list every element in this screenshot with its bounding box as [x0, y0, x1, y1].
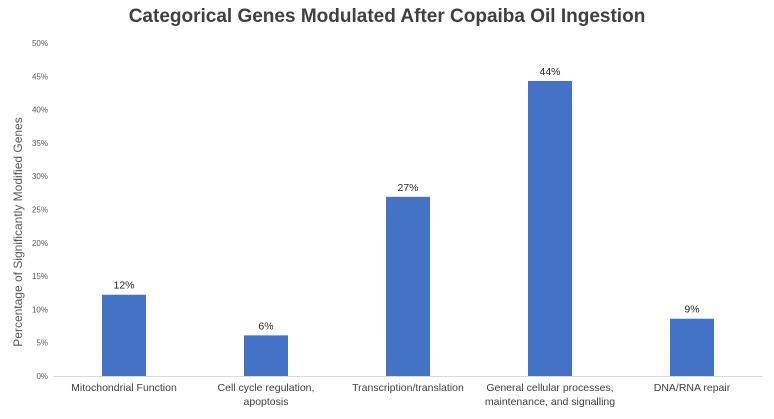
- y-axis-label: Percentage of Significantly Modified Gen…: [11, 117, 25, 346]
- x-tick-label: Cell cycle regulation,: [218, 382, 315, 394]
- bar: [102, 294, 146, 376]
- bar-data-label: 6%: [258, 320, 273, 332]
- x-tick-label: maintenance, and signalling: [485, 396, 615, 408]
- y-tick-label: 0%: [36, 372, 48, 381]
- x-tick-label: Transcription/translation: [352, 382, 464, 394]
- chart-title: Categorical Genes Modulated After Copaib…: [128, 6, 646, 27]
- y-tick-label: 10%: [32, 305, 48, 314]
- bar: [386, 196, 430, 376]
- y-tick-label: 30%: [32, 172, 48, 181]
- y-tick-label: 35%: [32, 139, 48, 148]
- bar-data-label: 44%: [539, 66, 560, 78]
- bar-data-label: 27%: [397, 182, 418, 194]
- y-tick-label: 45%: [32, 72, 48, 81]
- bar: [244, 335, 288, 376]
- y-tick-label: 20%: [32, 239, 48, 248]
- x-tick-label: Mitochondrial Function: [71, 382, 177, 394]
- y-tick-label: 50%: [32, 39, 48, 48]
- bars: 12% 6% 27% 44% 9%: [102, 66, 714, 376]
- y-tick-label: 40%: [32, 106, 48, 115]
- bar: [670, 318, 714, 376]
- y-tick-label: 5%: [36, 339, 48, 348]
- x-tick-label: apoptosis: [244, 396, 289, 408]
- y-tick-label: 25%: [32, 206, 48, 215]
- y-tick-label: 15%: [32, 272, 48, 281]
- bar-data-label: 12%: [113, 280, 134, 292]
- bar: [528, 80, 572, 376]
- x-tick-label: General cellular processes,: [486, 382, 613, 394]
- bar-data-label: 9%: [684, 304, 699, 316]
- x-tick-label: DNA/RNA repair: [654, 382, 731, 394]
- y-axis: 0% 5% 10% 15% 20% 25% 30% 35% 40% 45% 50%: [32, 39, 48, 381]
- x-axis: Mitochondrial Function Cell cycle regulat…: [53, 376, 763, 408]
